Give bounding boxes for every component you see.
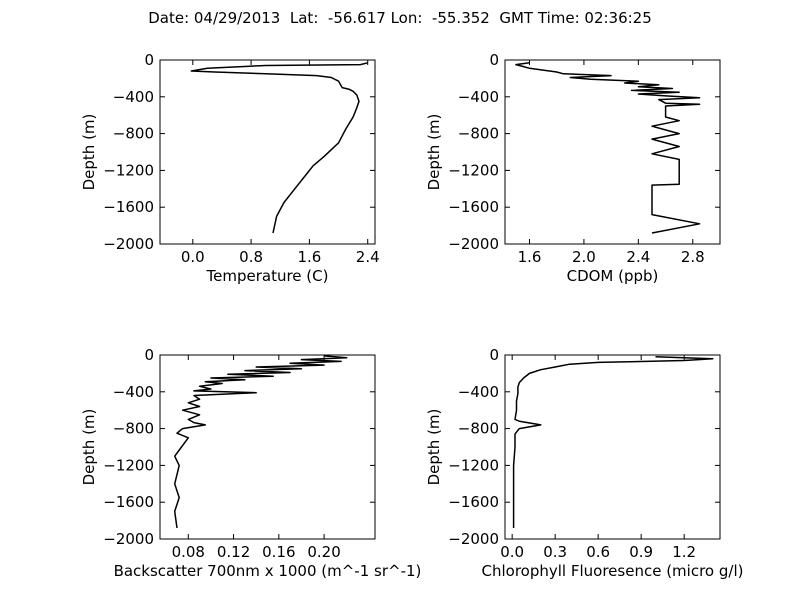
x-tick-label: 2.0 [572,248,596,266]
x-tick-label: 0.8 [239,248,263,266]
x-tick-label: 2.8 [681,248,705,266]
y-tick-label: −400 [458,88,499,106]
x-tick-label: 0.0 [181,248,205,266]
y-tick-label: −2000 [103,530,154,548]
chlorophyll-panel: 0.0 0.3 0.6 0.9 1.2 0 −400 −800 −1200 −1600 −2000 C… [425,346,743,580]
y-axis-label: Depth (m) [80,409,98,486]
x-tick-label: 0.08 [172,543,205,561]
x-tick-label: 2.4 [356,248,380,266]
y-tick-label: 0 [489,51,499,69]
backscatter-panel: 0.08 0.12 0.16 0.20 0 −400 −800 −1200 −1600 −2000… [80,346,421,580]
x-tick-label: 2.4 [626,248,650,266]
temperature-panel: 0.0 0.8 1.6 2.4 0 −400 −800 −1200 −1600 −2000 Temp… [80,51,380,285]
backscatter-profile-line [173,355,348,529]
y-tick-label: −800 [458,125,499,143]
x-axis-label: CDOM (ppb) [567,267,659,285]
y-tick-label: −1600 [448,493,499,511]
x-axis-label: Temperature (C) [206,267,329,285]
x-tick-label: 0.6 [586,543,610,561]
y-tick-label: −800 [113,420,154,438]
y-tick-label: 0 [489,346,499,364]
x-tick-label: 1.6 [518,248,542,266]
x-tick-label: 0.16 [262,543,295,561]
y-tick-label: −800 [458,420,499,438]
y-tick-label: −1600 [103,198,154,216]
chlorophyll-profile-line [512,356,714,528]
figure-title: Date: 04/29/2013 Lat: -56.617 Lon: -55.3… [148,9,652,27]
y-tick-label: 0 [144,346,154,364]
y-tick-label: −1200 [103,456,154,474]
y-tick-label: −1200 [448,161,499,179]
y-tick-label: −2000 [448,235,499,253]
subplot-grid: 0.0 0.8 1.6 2.4 0 −400 −800 −1200 −1600 −2000 Temp… [80,51,743,580]
y-tick-label: −400 [458,383,499,401]
x-tick-label: 1.2 [672,543,696,561]
x-axis-label: Backscatter 700nm x 1000 (m^-1 sr^-1) [114,562,422,580]
x-tick-label: 0.20 [307,543,340,561]
y-tick-label: −1200 [448,456,499,474]
x-tick-label: 0.12 [217,543,250,561]
x-tick-label: 0.9 [629,543,653,561]
cdom-panel: 1.6 2.0 2.4 2.8 0 −400 −800 −1200 −1600 −2000 CDOM… [425,51,721,285]
y-axis-label: Depth (m) [425,409,443,486]
temperature-profile-line [190,62,368,234]
y-tick-label: −2000 [448,530,499,548]
x-axis-label: Chlorophyll Fluoresence (micro g/l) [482,562,744,580]
temperature-axes-frame [159,59,376,245]
backscatter-axes-frame [159,354,376,540]
y-tick-label: −800 [113,125,154,143]
y-tick-label: −400 [113,383,154,401]
x-tick-label: 1.6 [297,248,321,266]
y-tick-label: −400 [113,88,154,106]
x-tick-label: 0.3 [543,543,567,561]
chlorophyll-axes-frame [504,354,721,540]
cdom-axes-frame [504,59,721,245]
y-tick-label: −1600 [103,493,154,511]
y-tick-label: 0 [144,51,154,69]
y-tick-label: −1600 [448,198,499,216]
y-tick-label: −2000 [103,235,154,253]
y-axis-label: Depth (m) [425,114,443,191]
x-tick-label: 0.0 [500,543,524,561]
y-axis-label: Depth (m) [80,114,98,191]
cdom-profile-line [515,62,701,234]
y-tick-label: −1200 [103,161,154,179]
